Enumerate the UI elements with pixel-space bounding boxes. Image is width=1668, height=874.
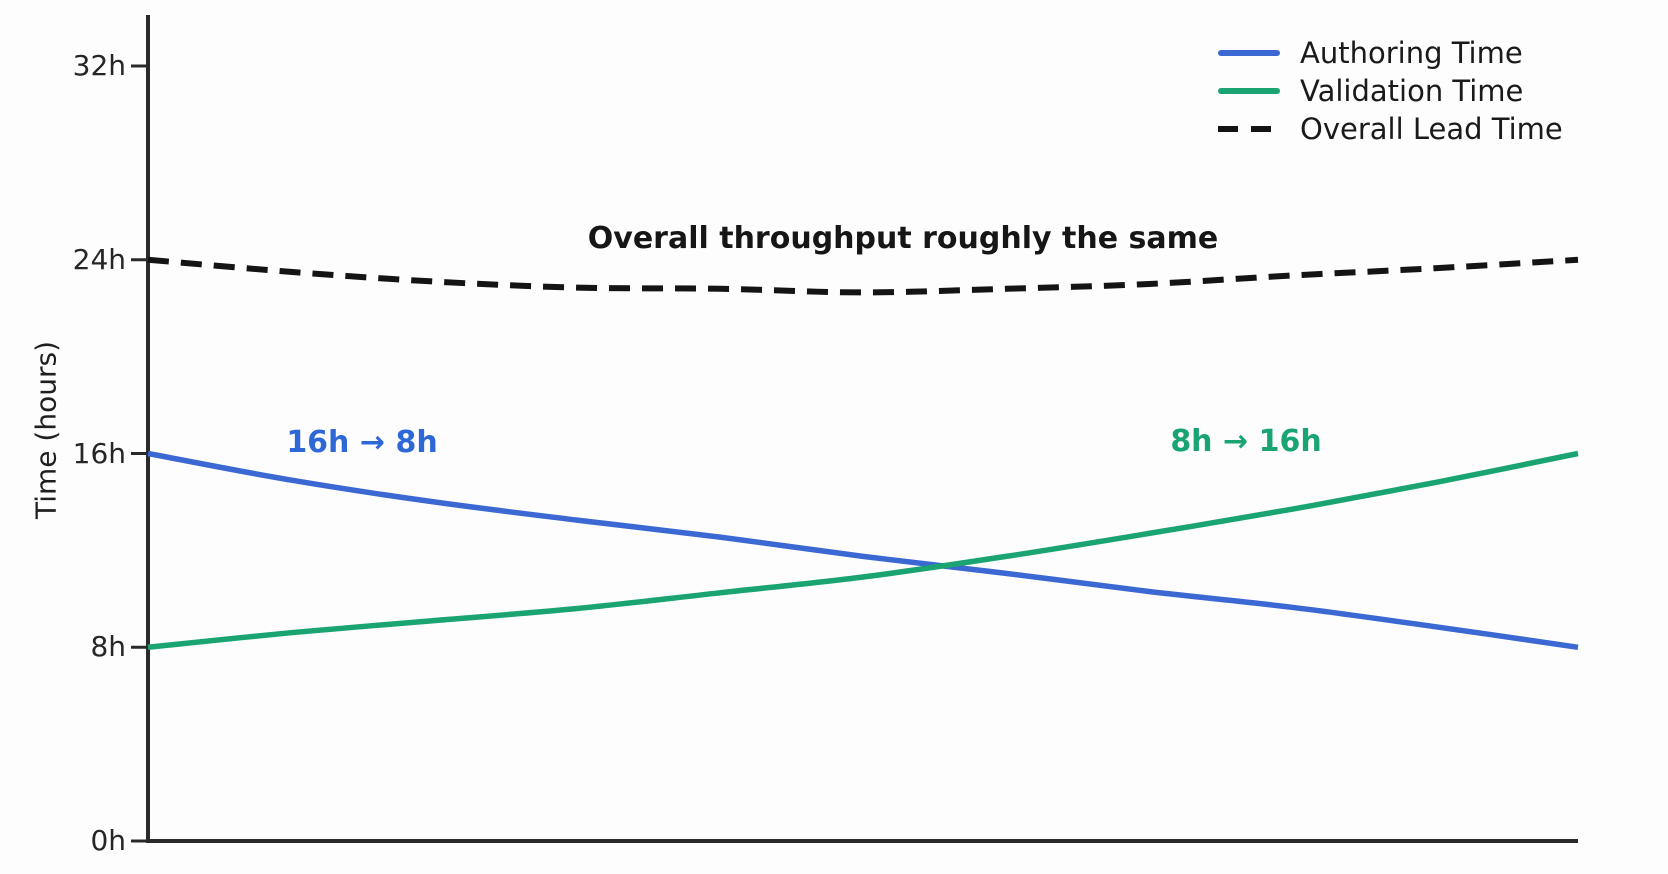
- y-tick-label: 24h: [72, 242, 126, 276]
- legend-item-validation: Validation Time: [1218, 72, 1563, 110]
- y-tick-label: 0h: [90, 824, 126, 857]
- validation-line-swatch-icon: [1218, 88, 1280, 94]
- authoring-line-swatch-icon: [1218, 50, 1280, 56]
- legend-label: Overall Lead Time: [1300, 111, 1563, 146]
- y-tick-label: 32h: [72, 49, 126, 82]
- legend-item-authoring: Authoring Time: [1218, 34, 1563, 72]
- annotation-validation-change: 8h → 16h: [1170, 424, 1322, 459]
- annotation-authoring-change: 16h → 8h: [286, 425, 438, 460]
- legend: Authoring Time Validation Time Overall L…: [1218, 34, 1563, 148]
- y-tick-label: 8h: [90, 630, 126, 664]
- y-tick-label: 16h: [72, 436, 126, 470]
- legend-label: Authoring Time: [1300, 35, 1523, 70]
- legend-label: Validation Time: [1300, 73, 1524, 108]
- annotation-overall-throughput: Overall throughput roughly the same: [587, 221, 1219, 256]
- y-axis-title: Time (hours): [29, 341, 63, 519]
- overall-dashed-swatch-icon: [1218, 126, 1280, 132]
- legend-item-overall: Overall Lead Time: [1218, 110, 1563, 148]
